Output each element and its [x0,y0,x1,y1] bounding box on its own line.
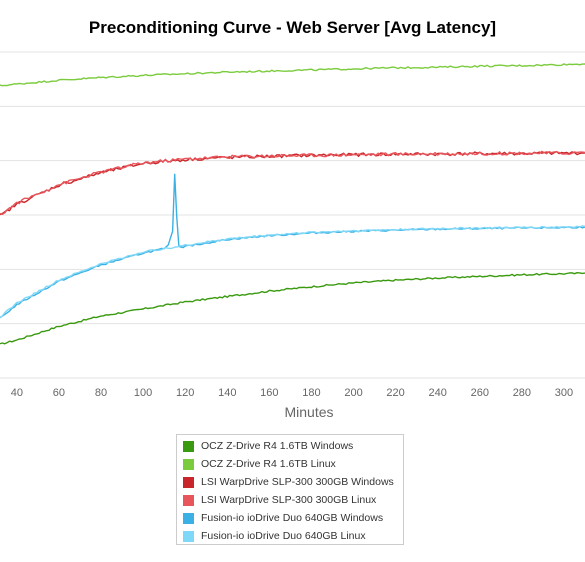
x-tick-label: 160 [260,387,278,399]
legend-item: Fusion-io ioDrive Duo 640GB Linux [183,527,403,545]
legend-swatch [183,440,194,452]
legend-swatch [183,494,194,506]
x-tick-labels: 40 60 80 100 120 140 160 180 200 220 240 260 280 300 [11,387,573,399]
x-tick-label: 100 [134,387,152,399]
legend-item: Fusion-io ioDrive Duo 640GB Windows [183,509,403,527]
legend-label: OCZ Z-Drive R4 1.6TB Linux [201,458,336,470]
legend-label: LSI WarpDrive SLP-300 300GB Linux [201,494,377,506]
legend-swatch [183,512,194,524]
legend-item: LSI WarpDrive SLP-300 300GB Windows [183,473,403,491]
x-tick-label: 280 [513,387,531,399]
chart-title: Preconditioning Curve - Web Server [Avg … [88,18,497,37]
x-tick-label: 60 [53,387,65,399]
legend-item: OCZ Z-Drive R4 1.6TB Linux [183,455,403,473]
chart-plot: 40 60 80 100 120 140 160 180 200 220 240 260 280 300 … [0,51,585,420]
x-tick-label: 80 [95,387,107,399]
series-line [0,225,585,319]
legend-swatch [183,530,194,542]
series-line [0,150,585,216]
x-tick-label: 200 [344,387,362,399]
series-line [0,173,585,319]
legend-swatch [183,476,194,488]
legend-label: OCZ Z-Drive R4 1.6TB Windows [201,440,354,452]
series-line [0,150,585,216]
legend-label: LSI WarpDrive SLP-300 300GB Windows [201,476,394,488]
x-tick-label: 220 [386,387,404,399]
series-line [0,63,585,87]
x-axis-label: Minutes [284,404,333,420]
legend-swatch [183,458,194,470]
series-lines [0,63,585,345]
x-tick-label: 260 [471,387,489,399]
chart-legend: OCZ Z-Drive R4 1.6TB Windows OCZ Z-Drive … [176,434,404,545]
legend-label: Fusion-io ioDrive Duo 640GB Windows [201,512,384,524]
grid-lines [0,51,585,379]
legend-item: OCZ Z-Drive R4 1.6TB Windows [183,437,403,455]
x-tick-label: 240 [429,387,447,399]
legend-label: Fusion-io ioDrive Duo 640GB Linux [201,530,366,542]
x-tick-label: 40 [11,387,23,399]
x-tick-label: 140 [218,387,236,399]
series-line [0,272,585,345]
legend-item: LSI WarpDrive SLP-300 300GB Linux [183,491,403,509]
x-tick-label: 120 [176,387,194,399]
x-tick-label: 300 [555,387,573,399]
x-tick-label: 180 [302,387,320,399]
